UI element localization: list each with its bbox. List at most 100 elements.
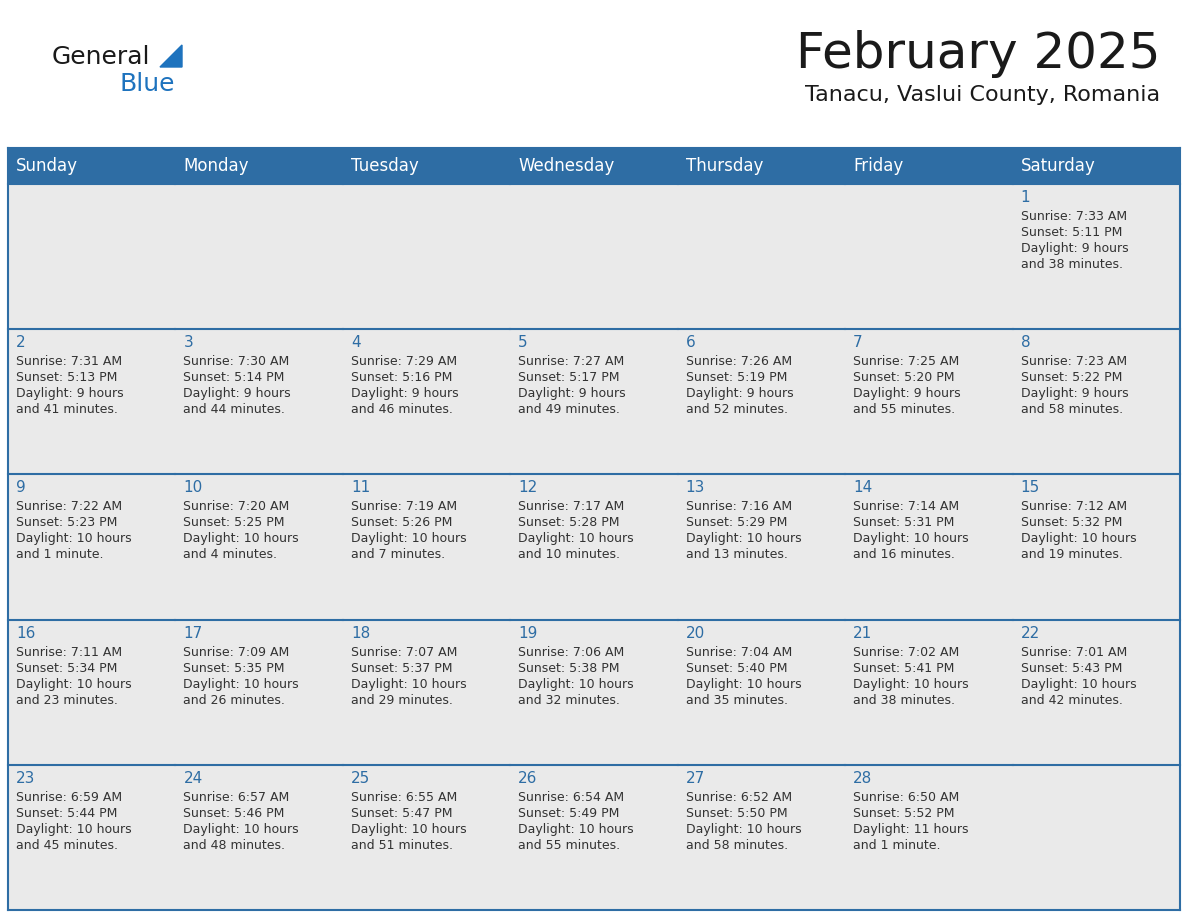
Text: Sunset: 5:40 PM: Sunset: 5:40 PM [685, 662, 788, 675]
Text: Daylight: 9 hours: Daylight: 9 hours [853, 387, 961, 400]
Bar [845, 620, 1012, 765]
Text: and 46 minutes.: and 46 minutes. [350, 403, 453, 416]
Text: 19: 19 [518, 625, 538, 641]
Text: 13: 13 [685, 480, 706, 496]
Text: Sunrise: 6:52 AM: Sunrise: 6:52 AM [685, 790, 792, 804]
Bar [8, 184, 176, 330]
Bar [677, 620, 845, 765]
Text: Daylight: 10 hours: Daylight: 10 hours [350, 532, 467, 545]
Text: 22: 22 [1020, 625, 1040, 641]
Text: Sunrise: 6:57 AM: Sunrise: 6:57 AM [183, 790, 290, 804]
Text: Sunset: 5:31 PM: Sunset: 5:31 PM [853, 517, 954, 530]
Text: 9: 9 [15, 480, 26, 496]
Text: Sunrise: 7:30 AM: Sunrise: 7:30 AM [183, 355, 290, 368]
Text: and 55 minutes.: and 55 minutes. [518, 839, 620, 852]
Text: 2: 2 [15, 335, 26, 350]
Text: Friday: Friday [853, 157, 903, 175]
Text: Sunset: 5:49 PM: Sunset: 5:49 PM [518, 807, 620, 820]
Text: 14: 14 [853, 480, 872, 496]
Text: Sunrise: 7:16 AM: Sunrise: 7:16 AM [685, 500, 792, 513]
Polygon shape [160, 45, 182, 67]
Text: Daylight: 10 hours: Daylight: 10 hours [853, 677, 968, 690]
Text: Daylight: 9 hours: Daylight: 9 hours [183, 387, 291, 400]
Text: Sunset: 5:28 PM: Sunset: 5:28 PM [518, 517, 620, 530]
Text: and 29 minutes.: and 29 minutes. [350, 694, 453, 707]
Bar [511, 184, 677, 330]
Text: and 1 minute.: and 1 minute. [15, 548, 103, 562]
Text: Sunrise: 7:22 AM: Sunrise: 7:22 AM [15, 500, 122, 513]
Text: and 58 minutes.: and 58 minutes. [1020, 403, 1123, 416]
Text: Sunset: 5:50 PM: Sunset: 5:50 PM [685, 807, 788, 820]
Text: Monday: Monday [183, 157, 249, 175]
Text: Sunrise: 7:19 AM: Sunrise: 7:19 AM [350, 500, 457, 513]
Text: and 42 minutes.: and 42 minutes. [1020, 694, 1123, 707]
Text: Blue: Blue [120, 72, 176, 96]
Text: Daylight: 10 hours: Daylight: 10 hours [15, 677, 132, 690]
Text: 25: 25 [350, 771, 371, 786]
Text: 4: 4 [350, 335, 360, 350]
Text: Daylight: 10 hours: Daylight: 10 hours [685, 532, 802, 545]
Text: Daylight: 10 hours: Daylight: 10 hours [350, 677, 467, 690]
Bar [8, 475, 176, 620]
Text: 23: 23 [15, 771, 36, 786]
Text: 24: 24 [183, 771, 203, 786]
Text: Sunrise: 6:54 AM: Sunrise: 6:54 AM [518, 790, 625, 804]
Text: Sunrise: 7:06 AM: Sunrise: 7:06 AM [518, 645, 625, 658]
Text: 7: 7 [853, 335, 862, 350]
Text: and 45 minutes.: and 45 minutes. [15, 839, 118, 852]
Bar [845, 330, 1012, 475]
Text: Sunrise: 7:11 AM: Sunrise: 7:11 AM [15, 645, 122, 658]
Bar [1012, 765, 1180, 910]
Text: 10: 10 [183, 480, 203, 496]
Text: Sunset: 5:34 PM: Sunset: 5:34 PM [15, 662, 118, 675]
Text: and 55 minutes.: and 55 minutes. [853, 403, 955, 416]
Text: Sunrise: 7:04 AM: Sunrise: 7:04 AM [685, 645, 792, 658]
Text: 26: 26 [518, 771, 538, 786]
Text: and 35 minutes.: and 35 minutes. [685, 694, 788, 707]
Text: Sunset: 5:14 PM: Sunset: 5:14 PM [183, 371, 285, 385]
Text: and 41 minutes.: and 41 minutes. [15, 403, 118, 416]
Text: Sunset: 5:47 PM: Sunset: 5:47 PM [350, 807, 453, 820]
Bar [677, 330, 845, 475]
Text: Daylight: 10 hours: Daylight: 10 hours [15, 532, 132, 545]
Bar [8, 148, 1180, 184]
Text: and 19 minutes.: and 19 minutes. [1020, 548, 1123, 562]
Bar [511, 330, 677, 475]
Bar [1012, 620, 1180, 765]
Text: Daylight: 10 hours: Daylight: 10 hours [183, 823, 299, 835]
Text: Sunset: 5:32 PM: Sunset: 5:32 PM [1020, 517, 1121, 530]
Bar [677, 765, 845, 910]
Text: and 38 minutes.: and 38 minutes. [853, 694, 955, 707]
Text: Sunset: 5:22 PM: Sunset: 5:22 PM [1020, 371, 1121, 385]
Text: Daylight: 9 hours: Daylight: 9 hours [15, 387, 124, 400]
Text: Daylight: 10 hours: Daylight: 10 hours [518, 677, 634, 690]
Text: Sunrise: 7:27 AM: Sunrise: 7:27 AM [518, 355, 625, 368]
Text: Thursday: Thursday [685, 157, 763, 175]
Text: 21: 21 [853, 625, 872, 641]
Text: Sunrise: 7:17 AM: Sunrise: 7:17 AM [518, 500, 625, 513]
Text: Wednesday: Wednesday [518, 157, 614, 175]
Bar [343, 475, 511, 620]
Text: Sunset: 5:52 PM: Sunset: 5:52 PM [853, 807, 955, 820]
Text: Daylight: 11 hours: Daylight: 11 hours [853, 823, 968, 835]
Text: 8: 8 [1020, 335, 1030, 350]
Bar [176, 184, 343, 330]
Text: Sunrise: 7:01 AM: Sunrise: 7:01 AM [1020, 645, 1127, 658]
Text: Sunset: 5:35 PM: Sunset: 5:35 PM [183, 662, 285, 675]
Bar [677, 475, 845, 620]
Bar [176, 620, 343, 765]
Text: Daylight: 10 hours: Daylight: 10 hours [853, 532, 968, 545]
Text: Tanacu, Vaslui County, Romania: Tanacu, Vaslui County, Romania [805, 85, 1159, 105]
Text: and 4 minutes.: and 4 minutes. [183, 548, 278, 562]
Text: February 2025: February 2025 [796, 30, 1159, 78]
Text: and 10 minutes.: and 10 minutes. [518, 548, 620, 562]
Text: 27: 27 [685, 771, 704, 786]
Text: Sunrise: 7:31 AM: Sunrise: 7:31 AM [15, 355, 122, 368]
Bar [8, 620, 176, 765]
Bar [511, 475, 677, 620]
Text: 1: 1 [1020, 190, 1030, 205]
Text: Sunrise: 6:50 AM: Sunrise: 6:50 AM [853, 790, 960, 804]
Text: 5: 5 [518, 335, 527, 350]
Text: and 16 minutes.: and 16 minutes. [853, 548, 955, 562]
Text: Daylight: 10 hours: Daylight: 10 hours [1020, 677, 1136, 690]
